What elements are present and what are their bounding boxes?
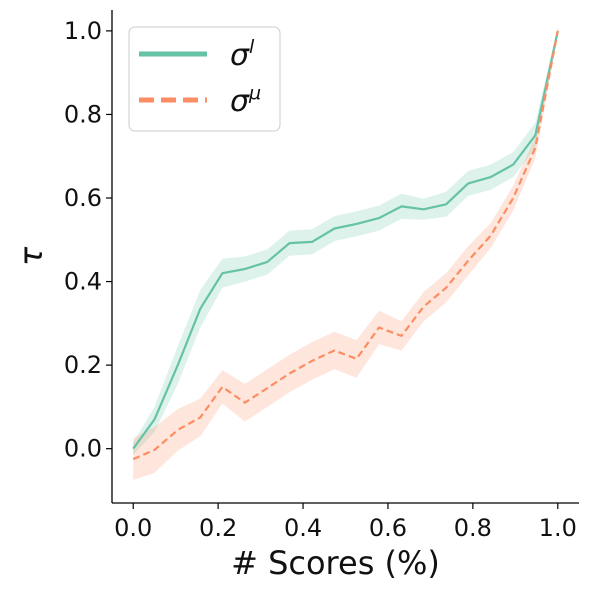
x-tick-label: 0.0 (114, 514, 152, 542)
confidence-band-2 (133, 26, 558, 480)
y-tick-label: 0.8 (64, 100, 102, 128)
y-tick-label: 0.0 (64, 435, 102, 463)
x-tick-label: 0.8 (454, 514, 492, 542)
ticks: 0.0 0.2 0.4 0.6 0.8 1.0 0.0 0.2 0.4 0.6 0.8 1.0 (64, 17, 577, 542)
x-tick-label: 0.4 (284, 514, 322, 542)
legend-box (128, 26, 281, 132)
y-tick-label: 0.2 (64, 351, 102, 379)
axes (111, 10, 579, 504)
x-tick-label: 0.2 (199, 514, 237, 542)
y-tick-label: 1.0 (64, 17, 102, 45)
y-tick-label: 0.4 (64, 268, 102, 296)
x-tick-label: 0.6 (369, 514, 407, 542)
y-axis-label: τ (12, 246, 50, 266)
x-axis-label: # Scores (%) (231, 544, 440, 582)
legend-label-1: σl (230, 36, 255, 73)
x-tick-label: 1.0 (539, 514, 577, 542)
confidence-bands (133, 26, 558, 480)
series-line-1 (132, 30, 559, 450)
legend: σl σμ (128, 26, 281, 132)
series-lines (132, 30, 559, 461)
legend-label-2: σμ (230, 82, 261, 119)
y-tick-label: 0.6 (64, 184, 102, 212)
series-line-2 (132, 30, 559, 461)
